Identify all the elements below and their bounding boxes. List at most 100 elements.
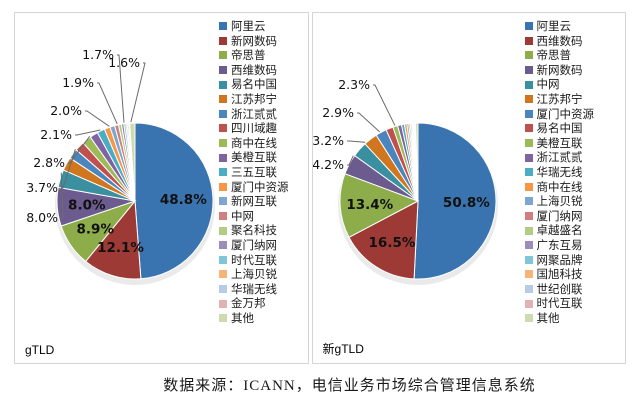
- legend-item-label: 新网互联: [231, 194, 277, 209]
- legend-item[interactable]: 阿里云: [524, 19, 595, 34]
- legend-item[interactable]: 时代互联: [219, 253, 289, 268]
- chart-panel-new-gtld[interactable]: 50.8% 16.5% 13.4% 4.2% 3.2% 2.9% 2.3% 阿里云 西维数码帝…: [311, 12, 629, 365]
- legend-item-label: 西维数码: [536, 33, 583, 48]
- leader-line: [97, 82, 118, 125]
- legend-item[interactable]: 商中在线: [524, 179, 595, 195]
- legend-swatch-icon: [219, 270, 227, 279]
- pie-slice[interactable]: [414, 122, 419, 202]
- legend-item[interactable]: 中网: [219, 209, 289, 224]
- legend-item[interactable]: 广东互易: [524, 238, 595, 253]
- legend-item[interactable]: 帝思普: [524, 48, 595, 63]
- pie-slice-label: 8.9%: [77, 222, 115, 238]
- chart-axis-label-new-gtld: 新gTLD: [322, 342, 364, 356]
- legend-item-label: 易名中国: [536, 121, 583, 136]
- legend-item[interactable]: 国旭科技: [524, 267, 595, 282]
- legend-swatch-icon: [524, 22, 533, 31]
- legend-item[interactable]: 上海贝锐: [524, 194, 595, 209]
- legend-swatch-icon: [524, 95, 533, 104]
- pie-callout-label: 1.6%: [108, 55, 140, 70]
- legend-item[interactable]: 江苏邦宁: [524, 91, 595, 107]
- legend-item[interactable]: 阿里云: [219, 19, 289, 34]
- legend-item[interactable]: 卓越盛名: [524, 223, 595, 238]
- legend-item-label: 商中在线: [536, 179, 583, 194]
- legend-new-gtld[interactable]: 阿里云 西维数码 帝思普 新网数码 中网 江苏邦宁 厦门中资源 易名中国 美橙互联 浙江贰贰 华瑞无…: [524, 19, 595, 326]
- pie-callout-label: 2.1%: [40, 127, 72, 142]
- legend-item[interactable]: 浙江贰贰: [219, 107, 289, 122]
- legend-swatch-icon: [524, 284, 533, 293]
- legend-swatch-icon: [219, 66, 227, 75]
- legend-swatch-icon: [219, 51, 227, 60]
- leader-line: [346, 140, 365, 143]
- legend-item-label: 厦门纳网: [231, 237, 277, 252]
- legend-item[interactable]: 其他: [219, 311, 289, 326]
- legend-item[interactable]: 新网互联: [219, 194, 289, 209]
- legend-swatch-icon: [219, 168, 227, 177]
- legend-swatch-icon: [524, 255, 533, 264]
- legend-item[interactable]: 厦门纳网: [524, 209, 595, 224]
- pie-slice[interactable]: [347, 200, 419, 280]
- legend-item[interactable]: 华瑞无线: [219, 282, 289, 297]
- legend-item[interactable]: 帝思普: [219, 48, 289, 63]
- legend-item[interactable]: 新网数码: [524, 63, 595, 78]
- pie-callout-label: 2.8%: [33, 155, 65, 170]
- legend-item[interactable]: 时代互联: [524, 296, 595, 311]
- legend-item[interactable]: 美橙互联: [219, 150, 289, 165]
- legend-item-label: 金万邦: [231, 296, 266, 311]
- legend-swatch-icon: [524, 197, 533, 206]
- pie-slice-label: 48.8%: [160, 192, 207, 208]
- pie-chart-gtld[interactable]: 48.8% 12.1% 8.9% 8.0% 8.0% 3.7% 2.8% 2.1% 2.0% 1.…: [15, 13, 311, 365]
- legend-item[interactable]: 易名中国: [524, 121, 595, 136]
- legend-item[interactable]: 网聚品牌: [524, 252, 595, 268]
- pie-slice[interactable]: [84, 199, 142, 280]
- charts-container: 48.8% 12.1% 8.9% 8.0% 8.0% 3.7% 2.8% 2.1% 2.0% 1.…: [14, 12, 626, 364]
- source-caption: 数据来源：ICANN，电信业务市场综合管理信息系统: [163, 378, 536, 394]
- legend-item-label: 江苏邦宁: [536, 91, 583, 106]
- legend-swatch-icon: [219, 80, 227, 89]
- pie-slice[interactable]: [413, 122, 497, 280]
- legend-swatch-icon: [524, 80, 533, 89]
- legend-item[interactable]: 商中在线: [219, 136, 289, 151]
- legend-item[interactable]: 华瑞无线: [524, 165, 595, 180]
- legend-item-label: 网聚品牌: [536, 252, 583, 267]
- legend-swatch-icon: [524, 36, 533, 45]
- legend-item[interactable]: 聚名科技: [219, 223, 289, 238]
- legend-item[interactable]: 中网: [524, 77, 595, 92]
- pie-chart-new-gtld[interactable]: 50.8% 16.5% 13.4% 4.2% 3.2% 2.9% 2.3%: [313, 13, 629, 365]
- legend-item[interactable]: 其他: [524, 311, 595, 326]
- legend-item[interactable]: 三五互联: [219, 165, 289, 180]
- legend-gtld[interactable]: 阿里云 新网数码 帝思普 西维数码 易名中国 江苏邦宁 浙江贰贰 四川域趣 商中在线 美橙互联 三五…: [219, 19, 289, 325]
- legend-item[interactable]: 上海贝锐: [219, 267, 289, 282]
- legend-item[interactable]: 江苏邦宁: [219, 92, 289, 107]
- legend-item-label: 商中在线: [231, 135, 277, 150]
- legend-item-label: 时代互联: [231, 252, 277, 267]
- legend-item[interactable]: 四川域趣: [219, 121, 289, 136]
- legend-item-label: 时代互联: [536, 296, 583, 311]
- pie-callout-label: 1.7%: [82, 47, 114, 62]
- legend-item[interactable]: 世纪创联: [524, 282, 595, 297]
- chart-panel-gtld[interactable]: 48.8% 12.1% 8.9% 8.0% 8.0% 3.7% 2.8% 2.1% 2.0% 1.…: [14, 12, 309, 364]
- legend-item[interactable]: 厦门中资源: [524, 107, 594, 122]
- legend-swatch-icon: [219, 124, 227, 133]
- legend-item[interactable]: 厦门纳网: [219, 238, 289, 253]
- pie-slice[interactable]: [129, 122, 136, 202]
- legend-swatch-icon: [524, 66, 533, 75]
- legend-item[interactable]: 浙江贰贰: [524, 150, 595, 165]
- legend-swatch-icon: [524, 241, 533, 250]
- legend-item[interactable]: 厦门中资源: [219, 180, 289, 195]
- legend-item[interactable]: 美橙互联: [524, 136, 595, 151]
- legend-item-label: 三五互联: [231, 164, 277, 179]
- legend-item[interactable]: 易名中国: [219, 77, 289, 92]
- legend-item-label: 阿里云: [231, 19, 266, 33]
- legend-item[interactable]: 金万邦: [219, 296, 289, 311]
- pie-slice[interactable]: [339, 173, 419, 238]
- legend-item-label: 美橙互联: [231, 150, 277, 165]
- legend-item-label: 四川域趣: [231, 121, 277, 136]
- legend-item[interactable]: 西维数码: [219, 63, 289, 78]
- pie-slice[interactable]: [134, 122, 214, 280]
- pie-callout-label: 8.0%: [26, 210, 58, 225]
- legend-item[interactable]: 新网数码: [219, 34, 289, 49]
- legend-item[interactable]: 西维数码: [524, 33, 595, 49]
- legend-swatch-icon: [524, 153, 533, 162]
- pie-slice-label: 8.0%: [68, 198, 106, 214]
- legend-swatch-icon: [524, 139, 533, 148]
